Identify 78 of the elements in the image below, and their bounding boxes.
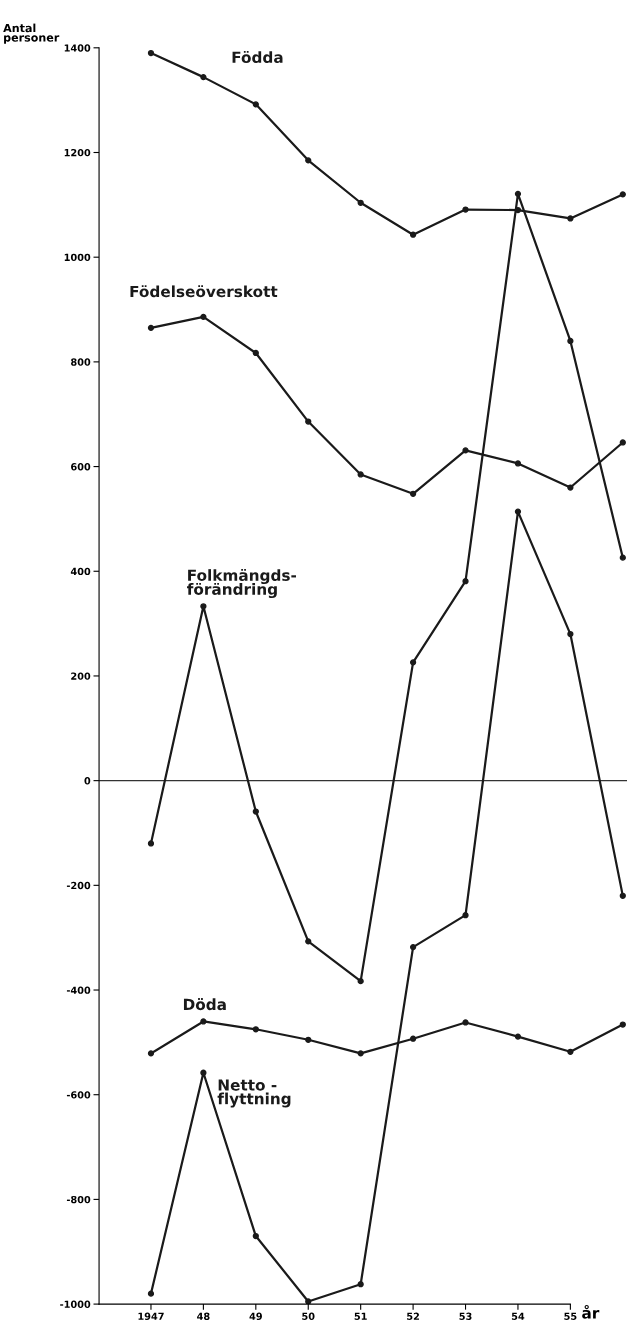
x-tick-label: 1947 bbox=[138, 1312, 164, 1320]
series-label: Döda bbox=[183, 998, 226, 1011]
point bbox=[409, 1035, 417, 1042]
y-tick-label: -200 bbox=[66, 881, 91, 890]
y-tick-label: 400 bbox=[70, 567, 91, 576]
point bbox=[619, 191, 626, 198]
x-tick-label: 51 bbox=[354, 1312, 367, 1320]
point bbox=[619, 892, 626, 899]
point bbox=[147, 324, 155, 331]
y-tick-label: 800 bbox=[71, 358, 91, 366]
y-tick-label: 1200 bbox=[64, 148, 91, 157]
point bbox=[252, 1026, 259, 1033]
point bbox=[514, 508, 522, 515]
x-axis-title: år bbox=[582, 1304, 600, 1319]
point bbox=[200, 603, 207, 610]
point bbox=[252, 349, 259, 357]
point bbox=[619, 1021, 626, 1028]
y-tick-label: -400 bbox=[66, 986, 91, 994]
point bbox=[619, 554, 626, 561]
point bbox=[409, 659, 417, 666]
x-tick-label: 49 bbox=[249, 1312, 262, 1320]
point bbox=[200, 1018, 207, 1025]
x-tick-label: 55 bbox=[564, 1312, 577, 1320]
point bbox=[147, 49, 155, 57]
x-tick-label: 54 bbox=[511, 1312, 525, 1320]
point bbox=[200, 73, 207, 81]
point bbox=[147, 1290, 155, 1297]
point bbox=[200, 1069, 207, 1076]
point bbox=[462, 447, 469, 454]
point bbox=[567, 484, 574, 491]
series-label: Folkmängds- förändring bbox=[187, 568, 297, 598]
x-tick-label: 52 bbox=[407, 1312, 420, 1320]
y-tick-label: 1400 bbox=[64, 44, 91, 52]
point bbox=[567, 215, 574, 222]
series-label: Netto - flyttning bbox=[217, 1079, 291, 1108]
point bbox=[514, 460, 522, 467]
series-label: Födda bbox=[232, 51, 283, 64]
point bbox=[514, 1033, 522, 1040]
point bbox=[567, 630, 574, 638]
point bbox=[514, 190, 522, 197]
point bbox=[462, 578, 469, 585]
point bbox=[567, 337, 574, 345]
y-tick-label: -800 bbox=[66, 1195, 91, 1204]
point bbox=[462, 912, 469, 919]
point bbox=[357, 1050, 364, 1057]
point bbox=[462, 206, 469, 213]
point bbox=[409, 490, 417, 497]
point bbox=[409, 231, 417, 238]
y-tick-label: -600 bbox=[66, 1091, 91, 1099]
point bbox=[252, 1232, 259, 1240]
point bbox=[252, 808, 259, 815]
point bbox=[619, 439, 626, 446]
y-tick-label: 200 bbox=[71, 672, 91, 680]
y-tick-label: 1000 bbox=[64, 253, 91, 262]
point bbox=[305, 157, 312, 164]
point bbox=[357, 1281, 364, 1288]
point bbox=[357, 977, 364, 985]
series-label: Födelseöverskott bbox=[130, 285, 278, 298]
x-tick-label: 50 bbox=[302, 1312, 315, 1320]
y-tick-label: 600 bbox=[71, 463, 91, 471]
point bbox=[462, 1019, 469, 1026]
point bbox=[305, 1036, 312, 1043]
point bbox=[252, 101, 259, 108]
point bbox=[305, 418, 312, 425]
x-tick-label: 48 bbox=[197, 1312, 210, 1320]
point bbox=[409, 943, 417, 951]
x-tick-label: 53 bbox=[459, 1312, 472, 1320]
point bbox=[147, 840, 155, 847]
y-axis-title: Antal personer bbox=[3, 23, 60, 44]
point bbox=[357, 199, 364, 206]
point bbox=[305, 938, 312, 945]
point bbox=[357, 471, 364, 478]
y-tick-label: 0 bbox=[84, 777, 91, 785]
y-tick-label: -1000 bbox=[60, 1300, 91, 1308]
point bbox=[200, 313, 207, 320]
point bbox=[147, 1050, 155, 1057]
point bbox=[567, 1048, 574, 1055]
point bbox=[305, 1298, 312, 1305]
